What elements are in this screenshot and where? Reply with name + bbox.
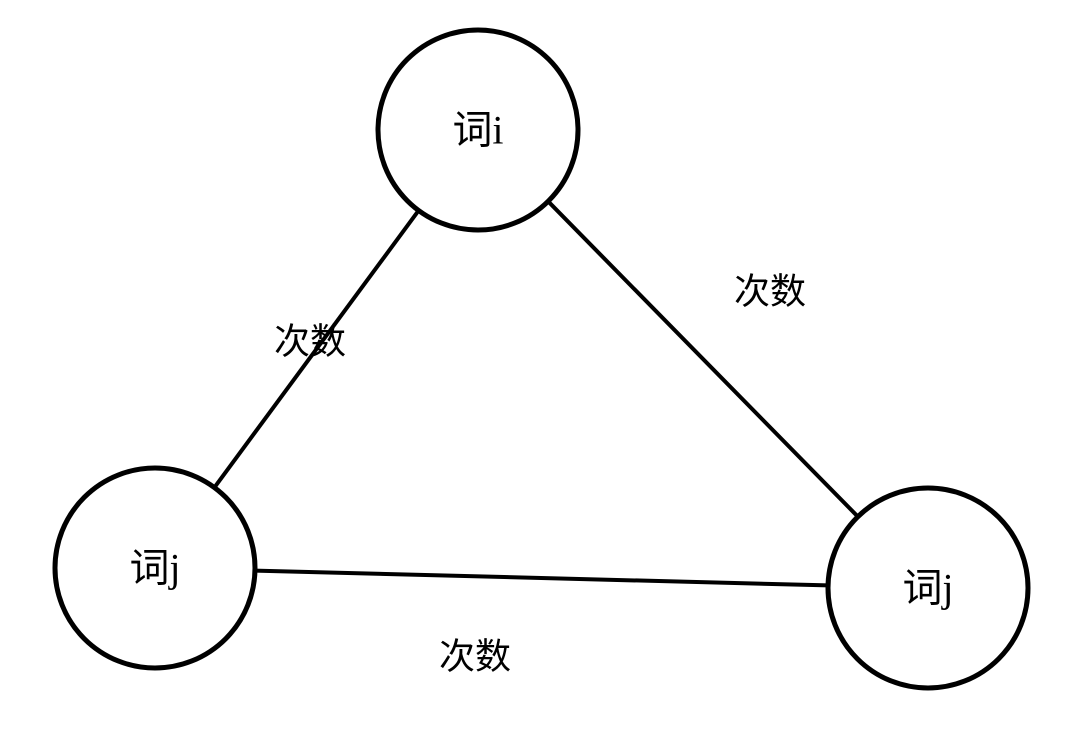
node-label: 词i bbox=[452, 108, 503, 153]
edge-label: 次数 bbox=[439, 636, 511, 676]
node-label: 词j bbox=[129, 546, 180, 591]
graph-edge bbox=[548, 201, 858, 516]
network-diagram: 次数次数次数词i词j词j bbox=[0, 0, 1078, 735]
edge-label: 次数 bbox=[274, 321, 346, 361]
graph-edge bbox=[255, 571, 828, 586]
node-label: 词j bbox=[902, 566, 953, 611]
edge-label: 次数 bbox=[734, 271, 806, 311]
